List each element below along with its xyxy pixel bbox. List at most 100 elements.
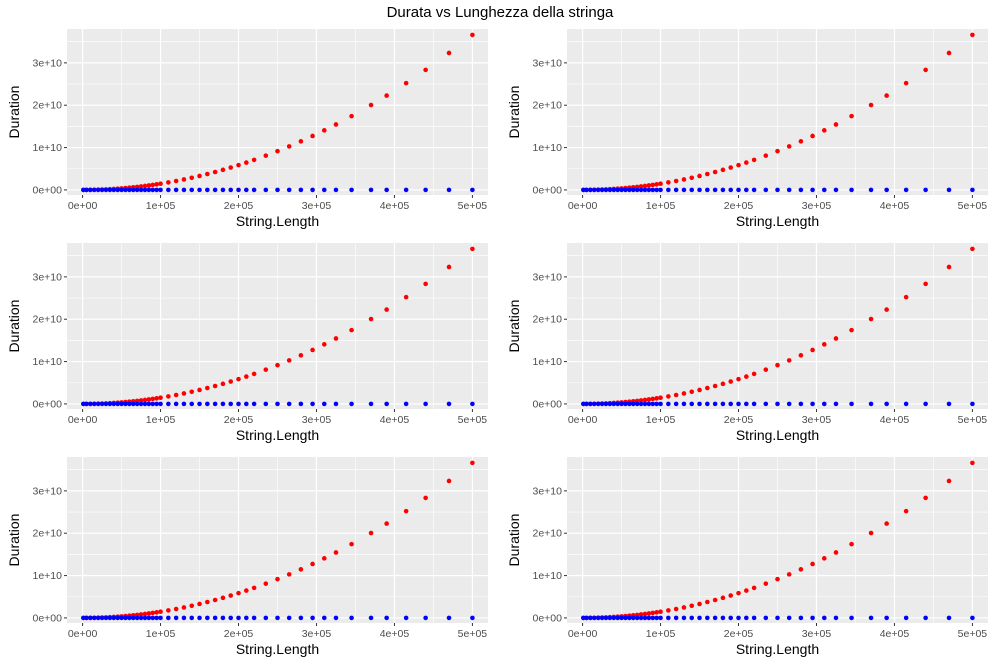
data-point	[646, 397, 652, 402]
data-point	[298, 615, 304, 621]
data-point	[849, 615, 854, 621]
data-point	[654, 401, 659, 407]
data-point	[212, 169, 218, 175]
scatter-panel-6: 0e+00 1e+05 2e+05 3e+05 4e+05 5e+05 0e+00 1e+10…	[506, 457, 988, 657]
data-point	[595, 615, 601, 621]
data-point	[99, 615, 105, 621]
data-point	[642, 615, 648, 621]
data-point	[197, 387, 202, 393]
data-point	[673, 178, 679, 184]
data-point	[903, 294, 909, 300]
data-point	[642, 187, 648, 193]
data-point	[236, 376, 241, 382]
data-point	[673, 187, 679, 193]
data-point	[588, 401, 593, 407]
scatter-panel-4: 0e+00 1e+05 2e+05 3e+05 4e+05 5e+05 0e+00 1e+10…	[506, 243, 988, 443]
data-point	[946, 187, 952, 193]
y-axis-title: Duration	[6, 86, 22, 139]
data-point	[384, 521, 389, 526]
x-tick-label: 1e+05	[146, 628, 176, 640]
data-point	[833, 336, 839, 341]
data-point	[697, 173, 702, 179]
data-point	[903, 401, 909, 407]
data-point	[138, 615, 144, 621]
data-point	[946, 264, 952, 270]
data-point	[146, 397, 152, 402]
data-point	[584, 187, 589, 193]
data-point	[849, 113, 854, 119]
data-point	[403, 187, 409, 193]
data-point	[107, 615, 113, 621]
data-point	[599, 187, 605, 193]
data-point	[821, 556, 827, 561]
data-point	[111, 187, 117, 193]
data-point	[744, 374, 749, 379]
y-axis-title: Duration	[506, 86, 522, 139]
data-point	[744, 588, 749, 593]
data-point	[712, 383, 718, 389]
data-point	[736, 187, 741, 193]
data-point	[775, 576, 780, 582]
data-point	[923, 615, 928, 621]
series-2-points	[581, 401, 975, 407]
data-point	[650, 182, 656, 188]
x-tick-label: 4e+05	[380, 200, 410, 212]
data-point	[705, 171, 710, 177]
data-point	[946, 50, 952, 56]
data-point	[751, 157, 757, 163]
data-point	[142, 401, 148, 407]
data-point	[310, 615, 315, 621]
y-tick-label: 2e+10	[533, 100, 563, 112]
y-tick-label: 2e+10	[33, 100, 63, 112]
data-point	[181, 401, 187, 407]
data-point	[150, 610, 156, 616]
x-tick-label: 1e+05	[646, 414, 676, 426]
y-tick-label: 3e+10	[33, 271, 63, 283]
data-point	[923, 401, 928, 407]
data-point	[138, 187, 144, 193]
data-point	[107, 401, 113, 407]
data-point	[310, 187, 315, 193]
data-point	[251, 615, 257, 621]
data-point	[244, 615, 249, 621]
data-point	[205, 401, 210, 407]
data-point	[654, 187, 659, 193]
data-point	[642, 611, 648, 617]
data-point	[646, 187, 652, 193]
data-point	[220, 167, 226, 173]
series-2-points	[81, 615, 475, 621]
data-point	[146, 183, 152, 188]
data-point	[181, 391, 187, 396]
data-point	[970, 246, 975, 252]
x-tick-label: 2e+05	[724, 200, 754, 212]
data-point	[642, 183, 648, 189]
data-point	[251, 401, 257, 407]
data-point	[189, 175, 195, 181]
data-point	[263, 581, 269, 586]
data-point	[634, 615, 640, 621]
data-point	[728, 615, 734, 621]
data-point	[197, 601, 202, 607]
data-point	[720, 187, 726, 193]
data-point	[205, 615, 210, 621]
data-point	[403, 294, 409, 300]
data-point	[666, 608, 671, 613]
data-point	[868, 316, 874, 322]
data-point	[368, 615, 374, 621]
data-point	[712, 597, 718, 603]
data-point	[88, 401, 93, 407]
data-point	[923, 281, 928, 287]
data-point	[673, 606, 679, 612]
data-point	[310, 561, 315, 567]
data-point	[673, 615, 679, 621]
data-point	[228, 187, 234, 193]
data-point	[138, 612, 144, 617]
y-tick-label: 2e+10	[533, 314, 563, 326]
data-point	[868, 102, 874, 108]
data-point	[970, 187, 975, 193]
data-point	[786, 358, 792, 363]
data-point	[623, 401, 628, 407]
data-point	[384, 307, 389, 312]
data-point	[275, 576, 280, 582]
data-point	[705, 401, 710, 407]
